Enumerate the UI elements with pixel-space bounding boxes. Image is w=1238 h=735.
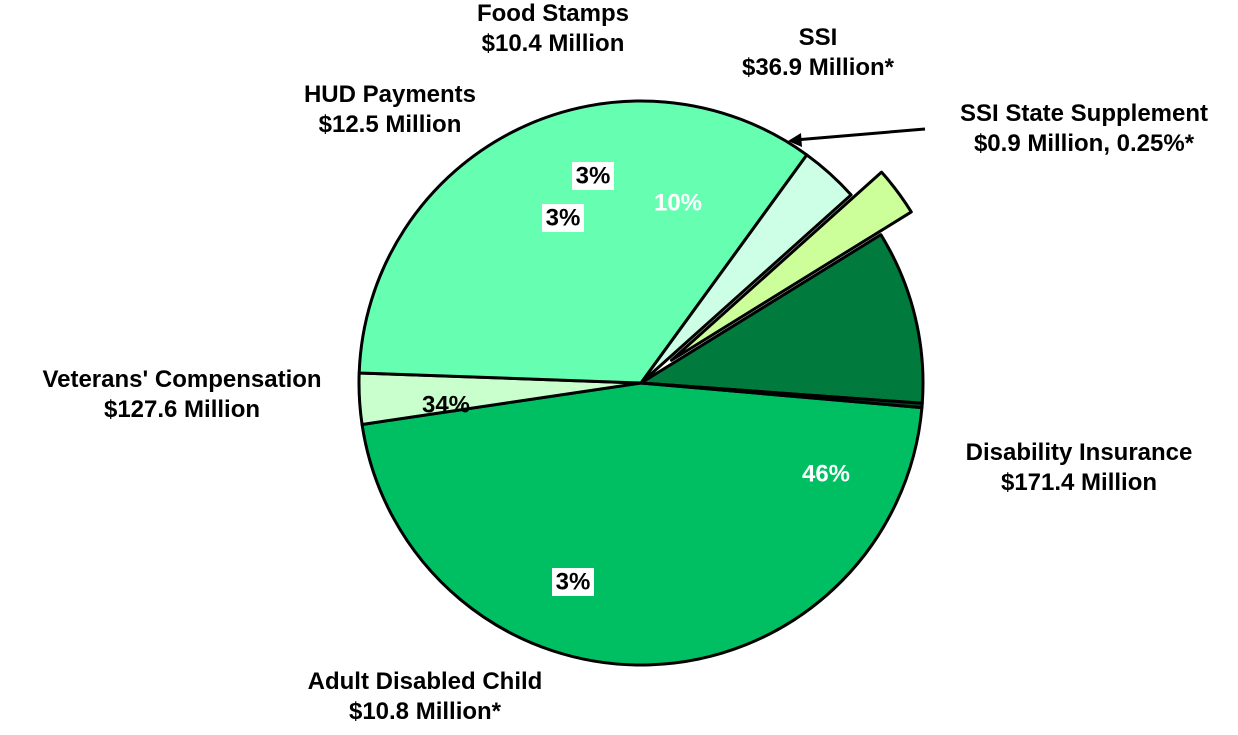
category-name-veterans-compensation: Veterans' Compensation — [42, 366, 321, 393]
percent-box-adult-disabled-child — [552, 568, 594, 596]
percent-box-food-stamps — [572, 162, 614, 190]
category-label-ssi-state-supplement: SSI State Supplement $0.9 Million, 0.25%* — [960, 100, 1208, 157]
category-amount-adult-disabled-child: $10.8 Million* — [349, 698, 502, 725]
ssi-state-supplement-arrow-head — [788, 133, 802, 147]
category-name-food-stamps: Food Stamps — [477, 0, 629, 27]
category-name-ssi: SSI — [799, 24, 838, 51]
category-amount-ssi-state-supplement: $0.9 Million, 0.25%* — [974, 130, 1195, 157]
percent-label-food-stamps: 3% — [572, 162, 614, 190]
category-name-ssi-state-supplement: SSI State Supplement — [960, 100, 1208, 127]
slice-disability-insurance — [360, 381, 924, 667]
category-label-ssi: SSI $36.9 Million* — [742, 24, 895, 81]
category-name-hud-payments: HUD Payments — [304, 81, 476, 108]
slice-veterans-compensation — [357, 99, 809, 385]
percent-text-disability-insurance: 46% — [802, 461, 850, 488]
percent-text-hud-payments: 3% — [546, 205, 581, 232]
percent-label-ssi: 10% — [654, 190, 702, 217]
category-label-veterans-compensation: Veterans' Compensation $127.6 Million — [42, 366, 321, 423]
category-amount-ssi: $36.9 Million* — [742, 54, 895, 81]
category-label-disability-insurance: Disability Insurance $171.4 Million — [966, 439, 1193, 496]
category-label-food-stamps: Food Stamps $10.4 Million — [477, 0, 629, 57]
category-amount-hud-payments: $12.5 Million — [319, 111, 462, 138]
slice-ssi-state-supplement — [639, 381, 924, 410]
category-label-hud-payments: HUD Payments $12.5 Million — [304, 81, 476, 138]
percent-text-adult-disabled-child: 3% — [556, 569, 591, 596]
pie-slices — [357, 99, 925, 667]
percent-text-food-stamps: 3% — [576, 163, 611, 190]
slice-ssi — [639, 233, 925, 405]
percent-label-adult-disabled-child: 3% — [552, 568, 594, 596]
percent-text-veterans-compensation: 34% — [422, 392, 470, 419]
category-name-disability-insurance: Disability Insurance — [966, 439, 1193, 466]
category-amount-disability-insurance: $171.4 Million — [1001, 469, 1157, 496]
pie-percent-labels: 46% 3% 34% 3% 3% 10% — [422, 162, 850, 596]
slice-hud-payments — [639, 153, 853, 385]
category-name-adult-disabled-child: Adult Disabled Child — [308, 668, 543, 695]
percent-box-hud-payments — [542, 204, 584, 232]
ssi-state-supplement-arrow — [794, 127, 926, 142]
percent-text-ssi: 10% — [654, 190, 702, 217]
category-amount-food-stamps: $10.4 Million — [482, 30, 625, 57]
pie-category-labels: Disability Insurance $171.4 Million Adult … — [42, 0, 1208, 725]
slice-food-stamps — [669, 170, 913, 362]
category-amount-veterans-compensation: $127.6 Million — [104, 396, 260, 423]
percent-label-hud-payments: 3% — [542, 204, 584, 232]
category-label-adult-disabled-child: Adult Disabled Child $10.8 Million* — [308, 668, 543, 725]
percent-label-veterans-compensation: 34% — [422, 392, 470, 419]
percent-label-disability-insurance: 46% — [802, 461, 850, 488]
